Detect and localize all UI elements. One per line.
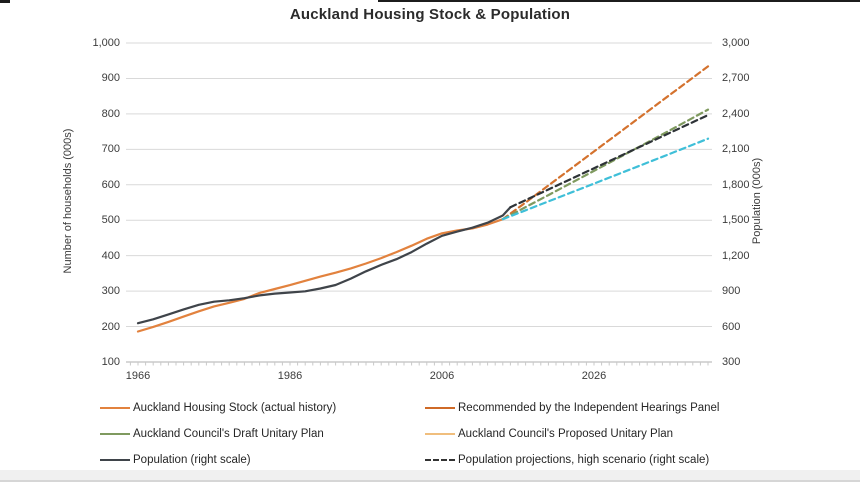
y-axis-tick-label-left: 100 [101,356,120,368]
x-axis-tick-label: 1986 [277,370,303,382]
legend-item: Population projections, high scenario (r… [425,447,765,473]
y-axis-tick-label-left: 200 [101,320,120,333]
legend-label: Population (right scale) [133,454,251,466]
screen-edge-artifact-right [378,0,860,2]
y-axis-tick-label-left: 700 [101,143,120,156]
legend-swatch-line [100,459,130,461]
series-population-actual-line [136,206,512,325]
x-axis-tick-label: 1966 [125,370,151,382]
y-axis-tick-label-left: 400 [101,249,120,262]
series-proposed-unitary-plan-line [501,137,710,221]
legend-item: Population (right scale) [100,447,425,473]
x-axis-tick-label: 2026 [581,370,607,382]
y-axis-tick-label-right: 900 [722,285,741,298]
y-axis-tick-label-right: 1,800 [722,178,750,191]
legend-label: Auckland Council's Draft Unitary Plan [133,428,324,440]
series-population-projection-high-line [509,113,710,209]
legend-swatch-line [100,433,130,435]
legend-label: Auckland Council's Proposed Unitary Plan [458,428,674,440]
y-axis-tick-label-right: 2,100 [722,143,750,156]
legend-swatch-line [425,407,455,409]
legend-label: Auckland Housing Stock (actual history) [133,402,337,414]
y-axis-tick-label-left: 800 [101,107,120,120]
y-axis-tick-label-right: 3,000 [722,37,750,49]
y-axis-tick-label-right: 1,500 [722,214,750,227]
legend-swatch-line [425,459,455,461]
y-axis-tick-label-right: 2,700 [722,72,750,85]
legend-item: Auckland Council's Draft Unitary Plan [100,421,425,447]
series-draft-unitary-plan-line [501,108,710,221]
legend-swatch-line [100,407,130,409]
y-axis-tick-label-left: 300 [101,285,120,298]
y-axis-tick-label-right: 2,400 [722,107,750,120]
series-housing-stock-actual-line [136,218,504,333]
y-axis-tick-label-right: 1,200 [722,249,750,262]
y-axis-tick-label-left: 500 [101,214,120,227]
y-axis-tick-label-right: 600 [722,320,741,333]
legend-label: Recommended by the Independent Hearings … [458,402,720,414]
y-axis-tick-label-right: 300 [722,356,741,368]
legend-item: Auckland Housing Stock (actual history) [100,395,425,421]
chart-title: Auckland Housing Stock & Population [289,6,571,23]
legend-item: Auckland Council's Proposed Unitary Plan [425,421,765,447]
series-ihp-recommended-line [501,65,710,221]
y-axis-tick-label-left: 1,000 [92,37,120,49]
screen-edge-artifact-left [0,0,10,3]
bottom-bar [0,470,860,482]
y-axis-tick-label-left: 600 [101,178,120,191]
y-axis-tick-label-left: 900 [101,72,120,85]
x-axis-tick-label: 2006 [429,370,455,382]
legend-swatch-line [425,433,455,435]
legend-label: Population projections, high scenario (r… [458,454,710,466]
legend-item: Recommended by the Independent Hearings … [425,395,765,421]
legend: Auckland Housing Stock (actual history) A… [100,395,765,473]
right-axis-title: Population (000s) [751,157,763,245]
